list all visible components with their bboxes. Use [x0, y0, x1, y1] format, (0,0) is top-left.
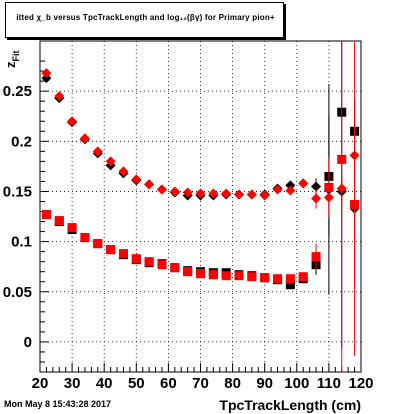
x-tick-label: 90 [256, 375, 273, 392]
data-point-diamond [156, 184, 167, 195]
y-axis-title: zFit [3, 51, 21, 69]
data-point-diamond [298, 178, 309, 189]
grid [40, 41, 361, 372]
x-axis-label: TpcTrackLength (cm) [219, 397, 361, 413]
data-point-square [41, 210, 51, 220]
y-axis-subscript: Fit [11, 51, 21, 62]
data-point-diamond [41, 68, 52, 79]
data-point-square [208, 270, 218, 280]
data-point-diamond [311, 193, 322, 204]
x-tick-label: 100 [284, 375, 309, 392]
x-tick-label: 80 [224, 375, 241, 392]
data-point-square [311, 252, 321, 262]
data-point-square [80, 233, 90, 243]
data-point-diamond [67, 116, 78, 127]
plot-frame [39, 40, 362, 373]
data-point-diamond [246, 189, 257, 200]
data-point-diamond [169, 186, 180, 197]
data-point-square [54, 216, 64, 226]
data-point-diamond [285, 185, 296, 196]
data-point-diamond [272, 184, 283, 195]
x-tick-label: 50 [128, 375, 145, 392]
data-point-diamond [259, 190, 270, 201]
x-tick-label: 60 [160, 375, 177, 392]
x-tick-label: 30 [64, 375, 81, 392]
data-point-square [93, 239, 103, 249]
y-tick-label: 0.15 [3, 183, 32, 200]
x-tick-label: 40 [96, 375, 113, 392]
data-point-diamond [144, 179, 155, 190]
data-point-square [260, 273, 270, 283]
data-point-square [106, 245, 116, 255]
data-point-diamond [311, 181, 322, 192]
data-point-square [337, 154, 347, 164]
y-tick-label: 0.05 [3, 284, 32, 301]
data-point-square [144, 257, 154, 267]
data-point-diamond [131, 174, 142, 185]
axis-ticks [39, 60, 362, 372]
x-tick-label: 20 [32, 375, 49, 392]
data-point-square [285, 274, 295, 284]
y-tick-labels: 0 0.05 0.1 0.15 0.2 0.25 [3, 83, 32, 351]
data-point-diamond [208, 188, 219, 199]
data-point-square [298, 272, 308, 282]
data-point-square [247, 272, 257, 282]
data-point-diamond [234, 189, 245, 200]
y-tick-label: 0.1 [11, 234, 32, 251]
data-point-diamond [221, 188, 232, 199]
data-point-square [324, 182, 334, 192]
x-tick-labels: 20 30 40 50 60 70 80 90 100 110 120 [32, 375, 374, 392]
y-tick-label: 0.25 [3, 83, 32, 100]
data-point-square [157, 260, 167, 270]
series-3 [41, 41, 360, 372]
data-point-diamond [92, 146, 103, 157]
chart-title-box: itted χ_b versus TpcTrackLength and log₁… [5, 2, 284, 38]
data-point-square [196, 269, 205, 279]
data-point-square [118, 249, 128, 259]
x-tick-label: 120 [348, 375, 373, 392]
data-point-diamond [79, 133, 90, 144]
data-point-diamond [54, 91, 65, 102]
data-point-diamond [285, 180, 296, 191]
y-tick-label: 0 [24, 334, 32, 351]
data-point-square [273, 274, 283, 284]
data-point-square [67, 223, 77, 233]
y-tick-label: 0.2 [11, 133, 32, 150]
data-point-square [221, 271, 231, 281]
timestamp: Mon May 8 15:43:28 2017 [4, 399, 112, 409]
x-tick-label: 110 [317, 375, 341, 392]
data-point-diamond [41, 73, 52, 84]
data-point-diamond [105, 156, 116, 167]
data-series [41, 41, 360, 372]
data-point-square [234, 271, 244, 281]
data-point-square [131, 254, 141, 264]
y-axis-label: zFit [3, 51, 21, 69]
data-point-diamond [182, 187, 193, 198]
data-point-square [350, 199, 360, 209]
x-tick-label: 70 [192, 375, 209, 392]
data-point-diamond [195, 188, 206, 199]
data-point-square [183, 267, 193, 277]
data-point-diamond [118, 166, 129, 177]
data-point-square [285, 280, 295, 290]
chart-title: itted χ_b versus TpcTrackLength and log₁… [16, 13, 275, 22]
data-point-square [170, 263, 180, 273]
